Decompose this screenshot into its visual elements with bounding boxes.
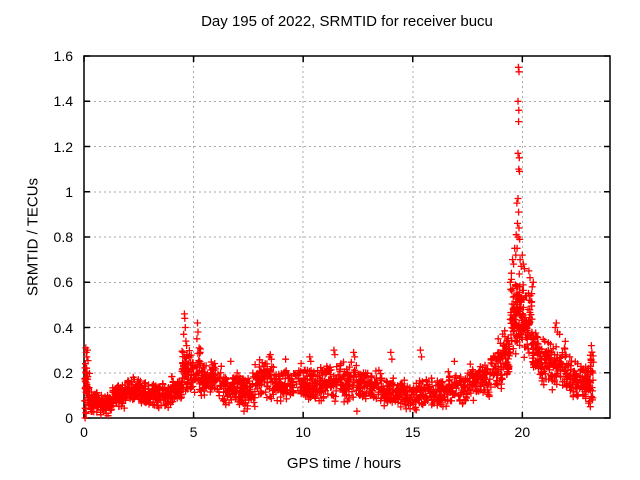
y-tick-label: 1.6: [53, 48, 73, 64]
y-tick-label: 0: [65, 410, 73, 426]
y-tick-label: 1.2: [53, 138, 73, 155]
scatter-points-srmtid: [81, 63, 597, 422]
y-tick-label: 1.4: [53, 93, 73, 110]
x-tick-label: 15: [404, 424, 421, 440]
y-tick-label: 0.6: [53, 274, 73, 291]
x-tick-label: 20: [514, 424, 531, 440]
y-tick-label: 0.8: [53, 229, 73, 245]
x-tick-label: 10: [295, 424, 311, 440]
y-tick-label: 0.2: [53, 364, 73, 381]
gridlines: [84, 56, 610, 418]
x-tick-label: 0: [80, 424, 88, 440]
y-tick-label: 0.4: [53, 319, 73, 336]
chart-title: Day 195 of 2022, SRMTID for receiver buc…: [201, 13, 493, 30]
x-axis-label: GPS time / hours: [286, 455, 402, 472]
x-tick-label: 5: [189, 424, 198, 440]
y-tick-label: 1: [65, 183, 73, 200]
